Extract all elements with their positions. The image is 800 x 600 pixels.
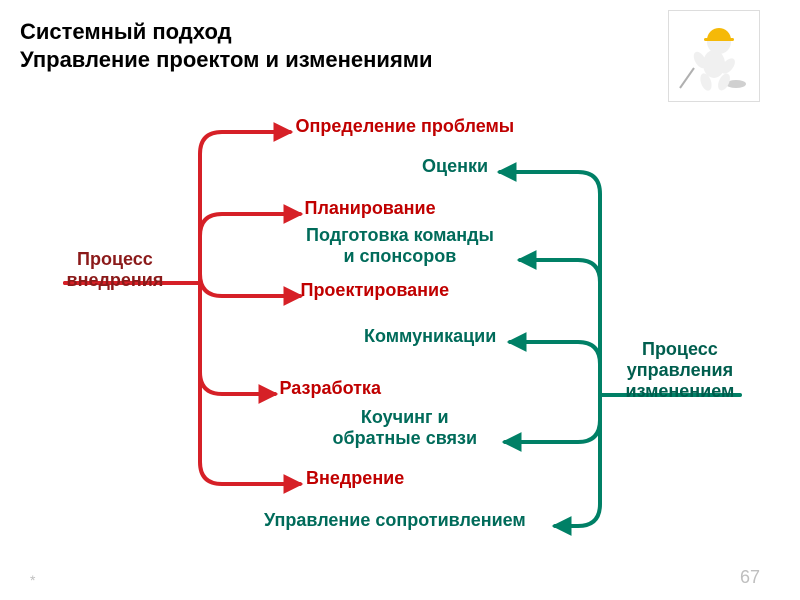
footnote-asterisk: * <box>30 572 35 588</box>
left-item-0: Определение проблемы <box>296 116 515 137</box>
right-item-1: Подготовка командыи спонсоров <box>306 225 494 267</box>
right-item-0: Оценки <box>422 156 488 177</box>
left-item-2: Проектирование <box>301 280 450 301</box>
left-item-4: Внедрение <box>306 468 404 489</box>
page-number: 67 <box>740 567 760 588</box>
right-item-3: Коучинг иобратные связи <box>333 407 478 449</box>
mascot-icon <box>668 10 760 102</box>
right-process-label: Процессуправленияизменением <box>626 339 735 402</box>
right-item-2: Коммуникации <box>364 326 496 347</box>
left-item-3: Разработка <box>280 378 381 399</box>
page-title: Системный подход Управление проектом и и… <box>20 18 433 73</box>
left-item-1: Планирование <box>305 198 436 219</box>
title-line2: Управление проектом и изменениями <box>20 46 433 74</box>
title-line1: Системный подход <box>20 18 433 46</box>
left-process-label: Процессвнедрения <box>67 249 164 291</box>
right-item-4: Управление сопротивлением <box>264 510 526 531</box>
